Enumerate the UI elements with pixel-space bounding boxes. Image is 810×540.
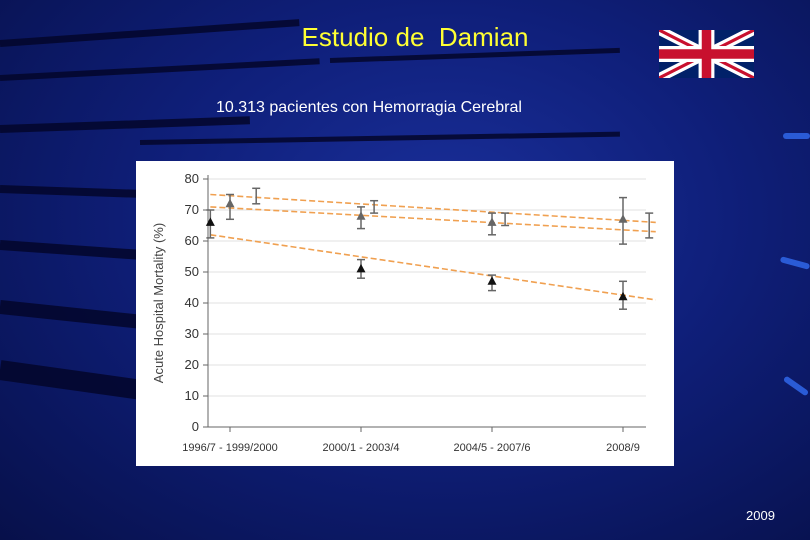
y-tick-label: 50 [185, 264, 199, 279]
background-streak [0, 116, 250, 133]
y-tick-label: 10 [185, 388, 199, 403]
trend-line [210, 193, 656, 224]
slide-title: Estudio de Damian [301, 22, 529, 52]
mortality-chart: 0 10 20 30 40 50 60 70 80 1996/7 - 1999/2000 2000/… [136, 161, 674, 466]
y-tick-label: 30 [185, 326, 199, 341]
y-tick-label: 0 [192, 419, 199, 434]
trend-line [210, 206, 656, 233]
y-tick-label: 70 [185, 202, 199, 217]
background-accent [783, 133, 810, 139]
data-point-marker [618, 291, 628, 301]
data-point-marker [618, 214, 628, 223]
background-streak [0, 300, 140, 329]
x-tick-label: 1996/7 - 1999/2000 [182, 442, 277, 454]
y-tick-label: 60 [185, 233, 199, 248]
data-point-marker [356, 263, 366, 273]
data-point-marker [225, 198, 235, 208]
y-tick-label: 20 [185, 357, 199, 372]
background-streak [0, 58, 320, 81]
data-point-marker [205, 217, 215, 226]
slide-year: 2009 [746, 508, 775, 523]
background-streak [0, 360, 141, 400]
x-tick-label: 2000/1 - 2003/4 [322, 442, 399, 454]
background-streak [0, 240, 141, 260]
background-streak [139, 131, 620, 145]
chart-svg: 0 10 20 30 40 50 60 70 80 1996/7 - 1999/2000 2000/… [151, 171, 656, 454]
x-tick-label: 2004/5 - 2007/6 [453, 442, 530, 454]
y-tick-label: 40 [185, 295, 199, 310]
trend-line [210, 234, 656, 301]
data-point-marker [487, 217, 497, 226]
y-tick-label: 80 [185, 171, 199, 186]
data-point-marker [487, 276, 497, 285]
background-streak [0, 185, 151, 199]
background-accent [782, 375, 810, 397]
data-point-marker [356, 211, 366, 220]
uk-flag-icon [659, 30, 754, 78]
background-accent [779, 256, 810, 270]
slide-subtitle: 10.313 pacientes con Hemorragia Cerebral [216, 99, 522, 116]
x-tick-label: 2008/9 [606, 442, 640, 454]
y-axis-label: Acute Hospital Mortality (%) [151, 223, 166, 383]
